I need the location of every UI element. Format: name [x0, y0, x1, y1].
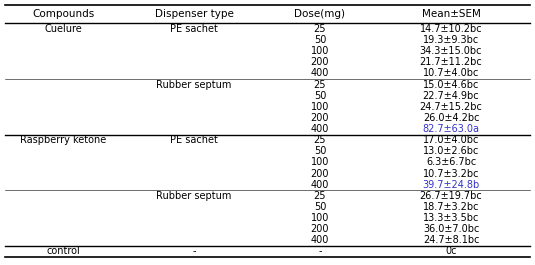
- Text: Compounds: Compounds: [32, 9, 94, 19]
- Text: 25: 25: [314, 80, 326, 90]
- Text: 10.7±3.2bc: 10.7±3.2bc: [423, 169, 479, 179]
- Text: 13.3±3.5bc: 13.3±3.5bc: [423, 213, 479, 223]
- Text: 200: 200: [311, 224, 329, 234]
- Text: 15.0±4.6bc: 15.0±4.6bc: [423, 80, 479, 90]
- Text: 24.7±8.1bc: 24.7±8.1bc: [423, 235, 479, 245]
- Text: 14.7±10.2bc: 14.7±10.2bc: [419, 24, 483, 34]
- Text: 25: 25: [314, 191, 326, 201]
- Text: 18.7±3.2bc: 18.7±3.2bc: [423, 202, 479, 212]
- Text: -: -: [318, 246, 322, 257]
- Text: 400: 400: [311, 124, 329, 134]
- Text: 25: 25: [314, 135, 326, 145]
- Text: 25: 25: [314, 24, 326, 34]
- Text: 400: 400: [311, 180, 329, 190]
- Text: 50: 50: [314, 202, 326, 212]
- Text: -: -: [193, 246, 196, 257]
- Text: 50: 50: [314, 35, 326, 45]
- Text: 22.7±4.9bc: 22.7±4.9bc: [423, 91, 479, 101]
- Text: 50: 50: [314, 146, 326, 156]
- Text: control: control: [46, 246, 80, 257]
- Text: PE sachet: PE sachet: [170, 135, 218, 145]
- Text: Mean±SEM: Mean±SEM: [422, 9, 480, 19]
- Text: Raspberry ketone: Raspberry ketone: [20, 135, 106, 145]
- Text: 24.7±15.2bc: 24.7±15.2bc: [419, 102, 483, 112]
- Text: 26.7±19.7bc: 26.7±19.7bc: [419, 191, 483, 201]
- Text: 400: 400: [311, 235, 329, 245]
- Text: Cuelure: Cuelure: [44, 24, 82, 34]
- Text: 21.7±11.2bc: 21.7±11.2bc: [419, 57, 483, 67]
- Text: 200: 200: [311, 169, 329, 179]
- Text: 39.7±24.8b: 39.7±24.8b: [422, 180, 480, 190]
- Text: 400: 400: [311, 68, 329, 78]
- Text: 100: 100: [311, 46, 329, 56]
- Text: Dose(mg): Dose(mg): [294, 9, 346, 19]
- Text: 100: 100: [311, 157, 329, 167]
- Text: 200: 200: [311, 57, 329, 67]
- Text: PE sachet: PE sachet: [170, 24, 218, 34]
- Text: Dispenser type: Dispenser type: [155, 9, 234, 19]
- Text: 82.7±63.0a: 82.7±63.0a: [423, 124, 479, 134]
- Text: 50: 50: [314, 91, 326, 101]
- Text: 26.0±4.2bc: 26.0±4.2bc: [423, 113, 479, 123]
- Text: 36.0±7.0bc: 36.0±7.0bc: [423, 224, 479, 234]
- Text: 17.0±4.0bc: 17.0±4.0bc: [423, 135, 479, 145]
- Text: Rubber septum: Rubber septum: [156, 80, 232, 90]
- Text: 10.7±4.0bc: 10.7±4.0bc: [423, 68, 479, 78]
- Text: 100: 100: [311, 213, 329, 223]
- Text: 34.3±15.0bc: 34.3±15.0bc: [420, 46, 482, 56]
- Text: 13.0±2.6bc: 13.0±2.6bc: [423, 146, 479, 156]
- Text: 6.3±6.7bc: 6.3±6.7bc: [426, 157, 476, 167]
- Text: 100: 100: [311, 102, 329, 112]
- Text: 0c: 0c: [445, 246, 457, 257]
- Text: 200: 200: [311, 113, 329, 123]
- Text: 19.3±9.3bc: 19.3±9.3bc: [423, 35, 479, 45]
- Text: Rubber septum: Rubber septum: [156, 191, 232, 201]
